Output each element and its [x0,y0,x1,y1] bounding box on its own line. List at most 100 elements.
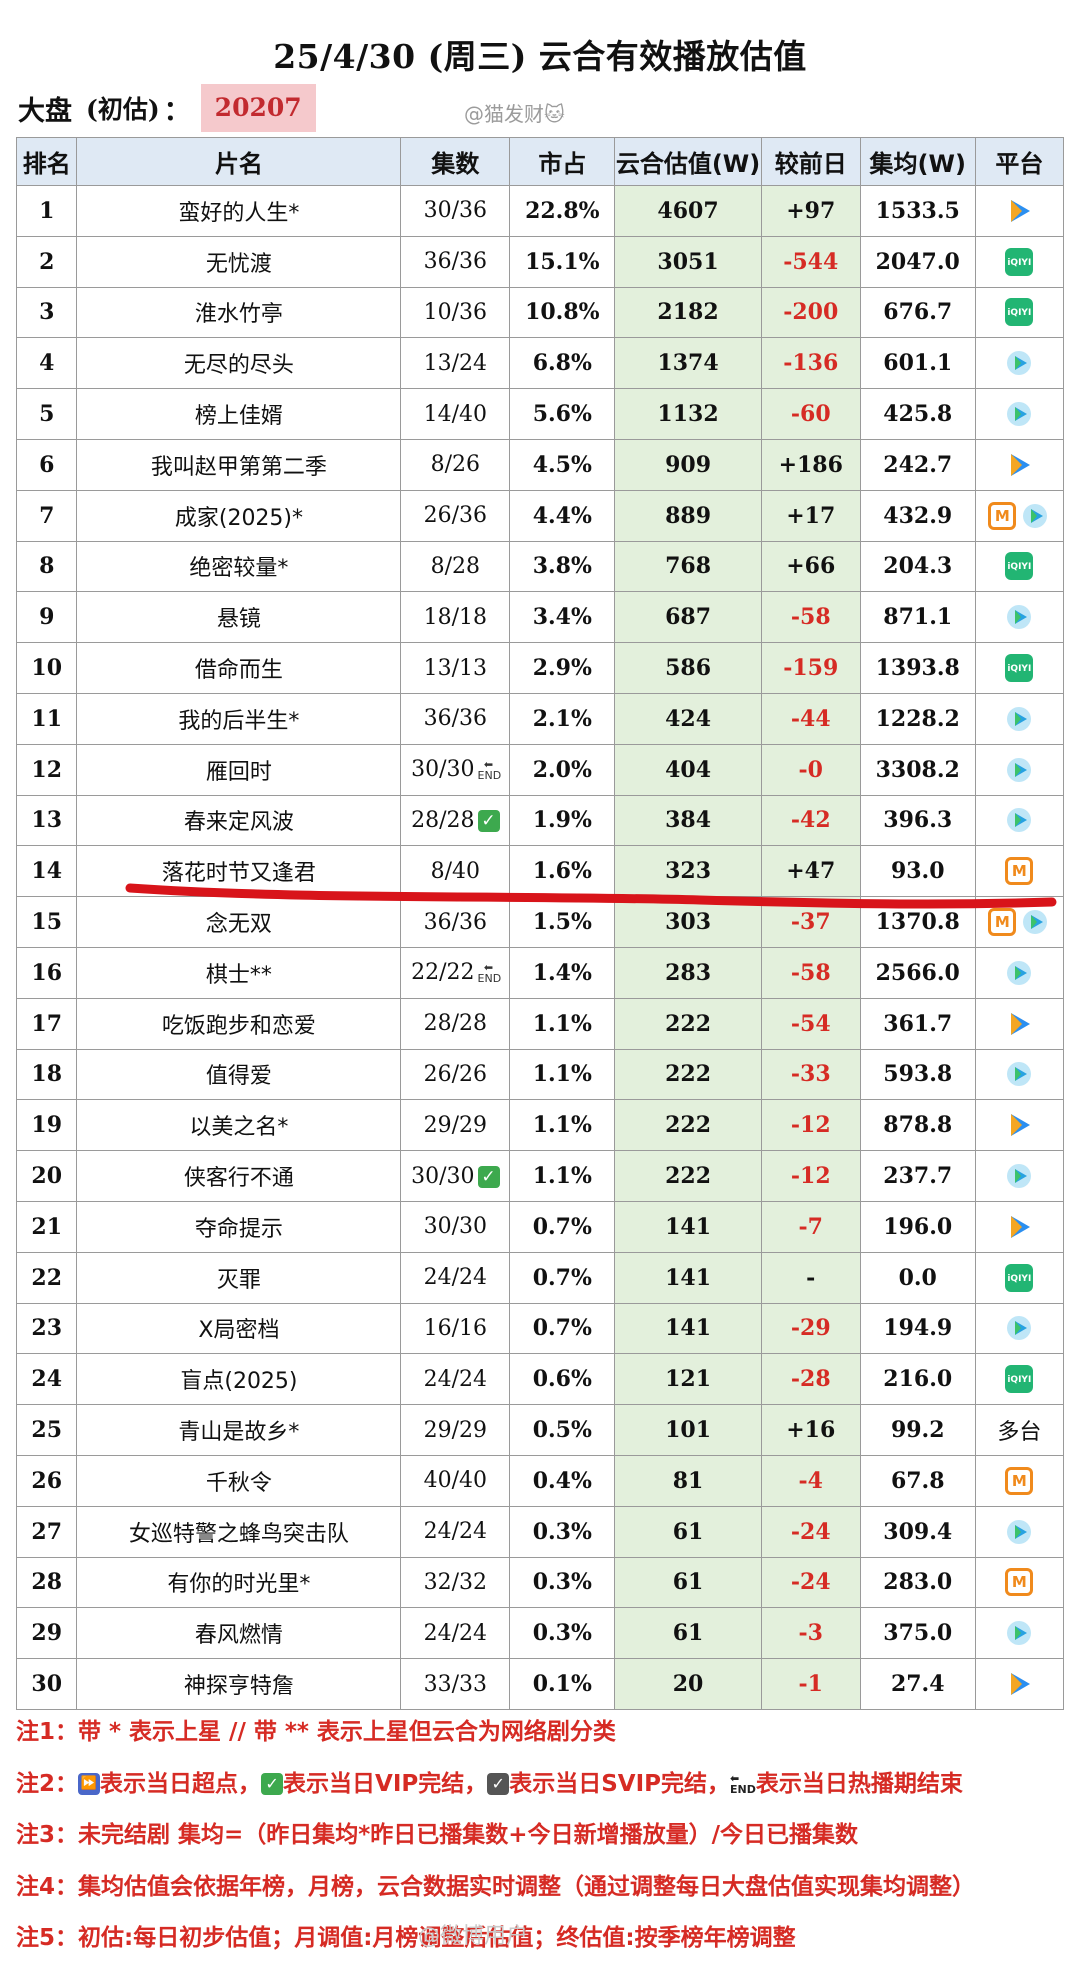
platform-cell [974,946,1065,999]
delta-cell: -1 [760,1658,861,1710]
market-share-cell: 1.9% [509,794,616,847]
estimate-cell: 1374 [614,337,762,390]
episodes-text: 30/30 [423,1214,488,1240]
platform-cell: iQIYI [974,286,1065,339]
vip-complete-check-icon: ✓ [477,809,500,832]
drama-name-cell: 无尽的尽头 [76,337,402,390]
header-avg: 集均(W) [859,137,976,186]
estimate-cell: 101 [614,1404,762,1456]
delta-cell: +17 [760,489,861,542]
rank-cell: 17 [15,997,78,1050]
table-row: 24 盲点(2025) 24/24 0.6% 121 -28 216.0 iQIYI [15,1353,1065,1406]
episodes-text: 10/36 [423,299,488,325]
youku-icon [1007,351,1032,376]
table-row: 10 借命而生 13/13 2.9% 586 -159 1393.8 iQIYI [15,642,1065,694]
market-share-cell: 4.4% [509,489,616,542]
table-row: 3 淮水竹亭 10/36 10.8% 2182 -200 676.7 iQIYI [15,286,1065,339]
platform-cell: M [974,845,1065,898]
youku-icon [1007,1316,1032,1341]
episode-avg-cell: 396.3 [859,794,976,847]
estimate-cell: 222 [614,1099,762,1152]
rank-cell: 1 [15,185,78,237]
market-share-cell: 1.1% [509,1150,616,1202]
header-delta: 较前日 [760,137,861,186]
episodes-text: 30/36 [423,198,488,224]
dapan-value: 20207 [200,84,316,132]
estimate-cell: 141 [614,1302,762,1355]
rank-cell: 10 [15,642,78,694]
drama-name-cell: 成家(2025)* [76,489,402,542]
estimate-cell: 141 [614,1251,762,1304]
mango-tv-icon: M [1005,857,1034,886]
delta-cell: -7 [760,1200,861,1253]
tencent-video-icon [1011,199,1031,222]
delta-cell: -0 [760,743,861,796]
episode-avg-cell: 361.7 [859,997,976,1050]
table-row: 16 棋士** 22/22 ⬅ END 1.4% 283 -58 2566.0 [15,946,1065,999]
iqiyi-icon: iQIYI [1005,298,1034,327]
episode-avg-cell: 601.1 [859,337,976,390]
platform-cell [974,1200,1065,1253]
delta-cell: - [760,1251,861,1304]
platform-cell [974,1150,1065,1202]
episode-avg-cell: 676.7 [859,286,976,339]
episodes-text: 32/32 [423,1569,488,1595]
iqiyi-icon: iQIYI [1005,552,1034,581]
svip-complete-check-icon: ✓ [487,1773,510,1796]
episodes-text: 14/40 [423,401,488,427]
drama-name-cell: 棋士** [76,946,402,999]
table-row: 27 女巡特警之蜂鸟突击队 24/24 0.3% 61 -24 309.4 [15,1505,1065,1558]
rank-cell: 19 [15,1099,78,1152]
note-2-part3: 表示当日SVIP完结， [509,1770,731,1797]
episodes-text: 29/29 [423,1112,488,1138]
episodes-text: 29/29 [423,1417,488,1443]
youku-icon [1007,1519,1032,1544]
rank-cell: 2 [15,235,78,288]
estimate-cell: 586 [614,642,762,694]
episode-avg-cell: 309.4 [859,1505,976,1558]
platform-cell: iQIYI [974,1353,1065,1406]
delta-cell: -60 [760,388,861,440]
episodes-text: 24/24 [423,1620,488,1646]
market-share-cell: 0.3% [509,1505,616,1558]
table-row: 21 夺命提示 30/30 0.7% 141 -7 196.0 [15,1200,1065,1253]
episodes-text: 28/28 [411,807,475,833]
table-row: 13 春来定风波 28/28 ✓ 1.9% 384 -42 396.3 [15,794,1065,847]
delta-cell: +66 [760,540,861,593]
episodes-cell: 29/29 [400,1099,511,1152]
episodes-cell: 22/22 ⬅ END [400,946,511,999]
episode-avg-cell: 425.8 [859,388,976,440]
drama-name-cell: 灭罪 [76,1251,402,1304]
episodes-cell: 30/30 ⬅ END [400,743,511,796]
rank-cell: 22 [15,1251,78,1304]
end-arrow-icon: ⬅ END [477,758,502,783]
table-row: 4 无尽的尽头 13/24 6.8% 1374 -136 601.1 [15,337,1065,390]
iqiyi-icon: iQIYI [1005,654,1034,683]
market-share-cell: 1.4% [509,946,616,999]
vip-complete-check-icon: ✓ [261,1773,284,1796]
tencent-video-icon [1011,453,1031,476]
estimate-cell: 424 [614,692,762,745]
author-watermark: @猫发财🐱 [464,102,565,126]
platform-cell [974,185,1065,237]
episodes-cell: 24/24 [400,1251,511,1304]
episode-avg-cell: 375.0 [859,1607,976,1660]
rank-cell: 27 [15,1505,78,1558]
note-1: 注1：带 * 表示上星 // 带 ** 表示上星但云合为网络剧分类 [16,1719,616,1745]
platform-cell [974,794,1065,847]
episode-avg-cell: 1370.8 [859,896,976,948]
episodes-text: 30/30 [411,1163,475,1189]
episodes-cell: 8/28 [400,540,511,593]
estimate-cell: 222 [614,1048,762,1101]
episodes-cell: 13/24 [400,337,511,390]
drama-name-cell: 淮水竹亭 [76,286,402,339]
estimate-cell: 384 [614,794,762,847]
rank-cell: 18 [15,1048,78,1101]
estimate-cell: 4607 [614,185,762,237]
corner-watermark: @微博用户 [418,1924,529,1949]
platform-cell [974,591,1065,644]
platform-cell [974,1505,1065,1558]
drama-name-cell: 念无双 [76,896,402,948]
platform-cell [974,743,1065,796]
drama-name-cell: 夺命提示 [76,1200,402,1253]
